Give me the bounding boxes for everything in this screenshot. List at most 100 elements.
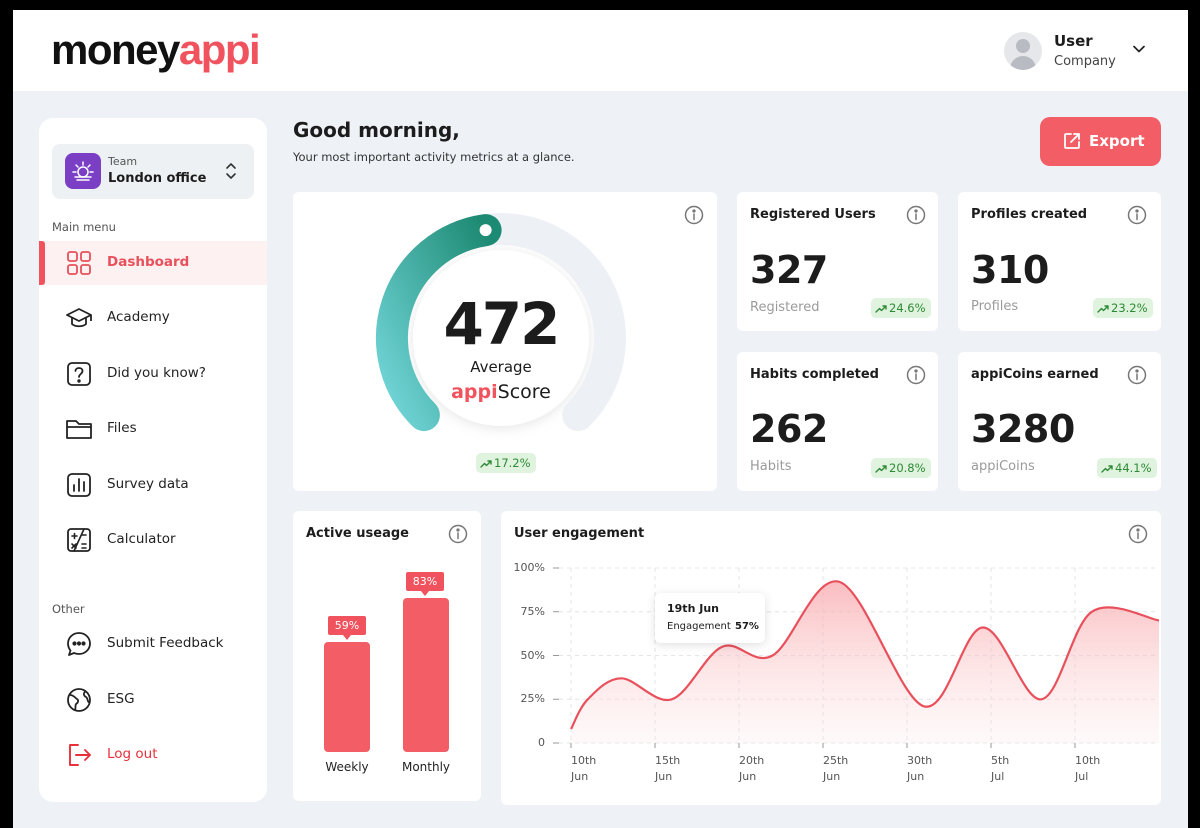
sidebar-item-label: Log out <box>107 746 158 762</box>
trend-up-icon <box>1097 305 1109 313</box>
moneyappi-logo[interactable]: moneyappi <box>51 26 261 73</box>
question-icon <box>67 362 91 386</box>
x-tick-label: 30th Jun <box>907 754 933 783</box>
stat-unit: Profiles <box>971 299 1019 314</box>
info-icon[interactable] <box>1127 205 1147 225</box>
x-tick-label: 10th Jul <box>1075 754 1101 783</box>
sidebar-item-did-you-know[interactable]: Did you know? <box>39 352 267 396</box>
y-tick-label: 100% <box>513 561 545 574</box>
score-label: Average <box>470 358 532 376</box>
engagement-area <box>571 581 1159 743</box>
card-title: User engagement <box>514 526 645 541</box>
stat-change-badge: 24.6% <box>871 298 931 318</box>
stat-value: 327 <box>750 248 828 292</box>
info-icon[interactable] <box>1127 365 1147 385</box>
appiscore-card: 472 Average appiScore 17.2% <box>293 192 717 491</box>
chevron-up-down-icon[interactable] <box>224 161 238 181</box>
score-gauge <box>375 213 626 432</box>
chat-bubble-icon <box>67 632 91 656</box>
user-menu[interactable]: User Company <box>1004 30 1154 74</box>
app-frame: moneyappi User Company Team London offic… <box>13 10 1188 828</box>
usage-bar-monthly[interactable] <box>403 597 449 752</box>
logout-icon <box>69 744 91 766</box>
export-icon <box>1064 133 1080 149</box>
grid-icon <box>67 251 91 275</box>
calculator-icon <box>67 528 91 552</box>
trend-up-icon <box>875 465 887 473</box>
stat-value: 262 <box>750 407 828 451</box>
stat-title: Habits completed <box>750 367 879 382</box>
sidebar-item-esg[interactable]: ESG <box>39 678 267 722</box>
greeting-subtitle: Your most important activity metrics at … <box>293 150 575 164</box>
y-tick-label: 50% <box>520 648 545 662</box>
x-tick-label: 5th Jul <box>991 754 1010 783</box>
stat-title: Registered Users <box>750 207 876 222</box>
stat-value: 3280 <box>971 407 1075 451</box>
user-engagement-card: User engagement 0 25% 50% 75% 100% 10th Jun 15t… <box>501 511 1161 805</box>
team-name: London office <box>108 171 207 186</box>
tooltip-key: Engagement <box>667 621 731 632</box>
sidebar-item-label: Survey data <box>107 476 189 492</box>
y-tick-label: 0 <box>538 736 545 749</box>
usage-bar-value: 59% <box>328 616 366 641</box>
sidebar-item-dashboard[interactable]: Dashboard <box>39 241 267 285</box>
sidebar-item-academy[interactable]: Academy <box>39 296 267 340</box>
sidebar-item-submit-feedback[interactable]: Submit Feedback <box>39 622 267 666</box>
stat-unit: Habits <box>750 459 792 474</box>
avatar <box>1004 32 1042 70</box>
sidebar-item-label: Did you know? <box>107 365 206 381</box>
info-icon[interactable] <box>906 205 926 225</box>
info-icon[interactable] <box>448 524 468 544</box>
main-menu-label: Main menu <box>52 220 116 234</box>
sidebar-item-log-out[interactable]: Log out <box>39 733 267 777</box>
other-label: Other <box>52 602 85 616</box>
trend-up-icon <box>875 305 887 313</box>
usage-bar-label: Weekly <box>325 760 369 774</box>
chevron-down-icon[interactable] <box>1132 42 1146 56</box>
x-tick-label: 10th Jun <box>571 754 597 783</box>
trend-up-icon <box>1101 465 1113 473</box>
sidebar-item-label: Calculator <box>107 531 176 547</box>
score-change-badge: 17.2% <box>476 453 536 473</box>
sidebar-item-files[interactable]: Files <box>39 407 267 451</box>
x-tick-label: 20th Jun <box>739 754 765 783</box>
sidebar-item-calculator[interactable]: Calculator <box>39 518 267 562</box>
stat-unit: appiCoins <box>971 459 1035 474</box>
sidebar-item-survey-data[interactable]: Survey data <box>39 463 267 507</box>
x-tick-label: 25th Jun <box>823 754 849 783</box>
tooltip-date: 19th Jun <box>667 602 719 615</box>
y-tick-label: 25% <box>520 692 545 706</box>
usage-bar-label: Monthly <box>401 760 451 774</box>
stat-title: Profiles created <box>971 207 1088 222</box>
user-name: User <box>1054 32 1093 50</box>
usage-bar-value: 83% <box>406 571 444 596</box>
score-value: 472 <box>443 290 560 358</box>
greeting-title: Good morning, <box>293 118 460 142</box>
stat-change-badge: 23.2% <box>1093 298 1153 318</box>
stat-title: appiCoins earned <box>971 367 1099 382</box>
stat-change-badge: 44.1% <box>1097 458 1157 478</box>
top-header: moneyappi User Company <box>13 10 1188 91</box>
sidebar-item-label: Submit Feedback <box>107 635 224 651</box>
card-title: Active useage <box>306 526 409 541</box>
stat-card-habits-completed: Habits completed 262 Habits 20.8% <box>737 352 938 491</box>
team-sun-icon <box>65 153 101 189</box>
sidebar-item-label: Dashboard <box>107 254 190 270</box>
bar-chart-icon <box>67 473 91 497</box>
info-icon[interactable] <box>1128 524 1148 544</box>
stat-value: 310 <box>971 248 1049 292</box>
stat-card-appicoins-earned: appiCoins earned 3280 appiCoins 44.1% <box>958 352 1161 491</box>
graduation-cap-icon <box>66 308 92 328</box>
usage-bar-weekly[interactable] <box>324 642 370 752</box>
y-tick-label: 75% <box>520 604 545 618</box>
export-button[interactable]: Export <box>1040 117 1161 166</box>
info-icon[interactable] <box>684 205 704 225</box>
team-label: Team <box>108 155 138 168</box>
engagement-line <box>570 580 1160 730</box>
engagement-chart <box>553 567 1160 749</box>
info-icon[interactable] <box>906 365 926 385</box>
team-switcher[interactable]: Team London office <box>52 144 254 199</box>
trend-up-icon <box>480 460 492 468</box>
sidebar-item-label: ESG <box>107 691 135 707</box>
x-tick-label: 15th Jun <box>655 754 681 783</box>
